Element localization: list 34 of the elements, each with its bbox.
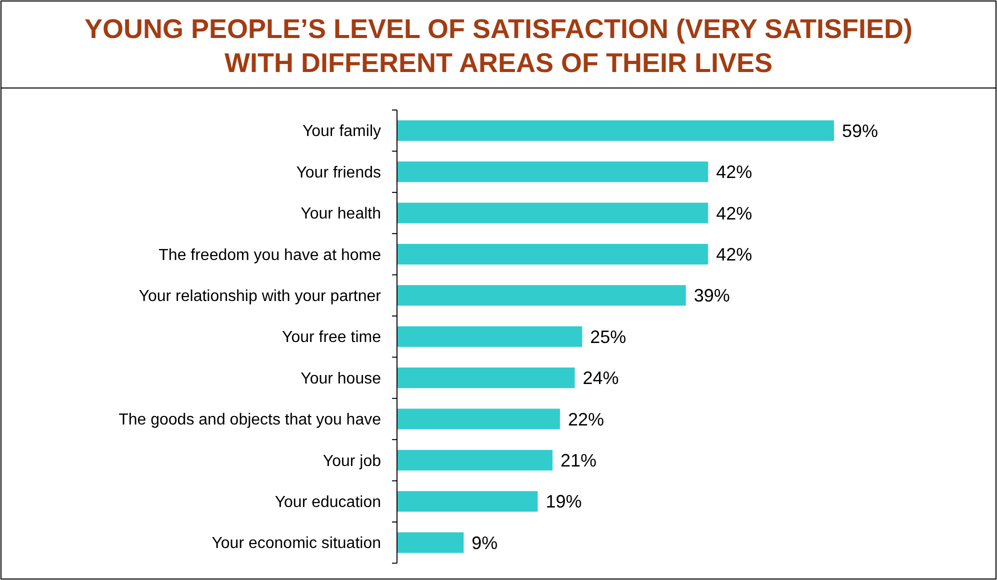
chart-title: YOUNG PEOPLE’S LEVEL OF SATISFACTION (VERY SATISFIED) WITH DIFFERENT AREAS OF THEIR LIVES: [84, 14, 913, 78]
data-label: 24%: [582, 368, 619, 388]
data-label: 9%: [472, 532, 498, 553]
y-tick-label: Your health: [300, 206, 381, 223]
bar: [397, 285, 686, 306]
y-tick-label: Your free time: [282, 329, 382, 346]
bar: [397, 491, 538, 512]
data-label: 21%: [560, 450, 597, 470]
bar: [397, 202, 708, 224]
y-tick-label: The freedom you have at home: [158, 246, 382, 264]
y-tick-label: Your education: [274, 494, 381, 511]
data-label: 42%: [716, 203, 752, 224]
data-label: 59%: [842, 120, 878, 141]
data-label: 22%: [568, 409, 604, 430]
y-tick-label: Your house: [300, 370, 382, 388]
data-label: 42%: [716, 162, 752, 182]
data-label: 42%: [716, 244, 752, 264]
y-tick-label: Your family: [302, 123, 381, 140]
data-label: 25%: [590, 326, 626, 347]
bar: [397, 120, 834, 141]
bar: [397, 532, 464, 553]
bar: [397, 368, 575, 388]
bar: [397, 408, 560, 430]
y-tick-label: Your friends: [296, 164, 381, 182]
bar: [397, 450, 553, 470]
y-tick-label: Your economic situation: [212, 535, 381, 552]
y-tick-label: The goods and objects that you have: [118, 412, 382, 429]
bar: [397, 244, 708, 264]
y-tick-label: Your job: [322, 452, 382, 470]
y-tick-label: Your relationship with your partner: [138, 288, 382, 305]
data-label: 19%: [546, 492, 582, 512]
bar: [397, 162, 708, 182]
data-label: 39%: [694, 286, 730, 306]
bar: [397, 326, 582, 347]
